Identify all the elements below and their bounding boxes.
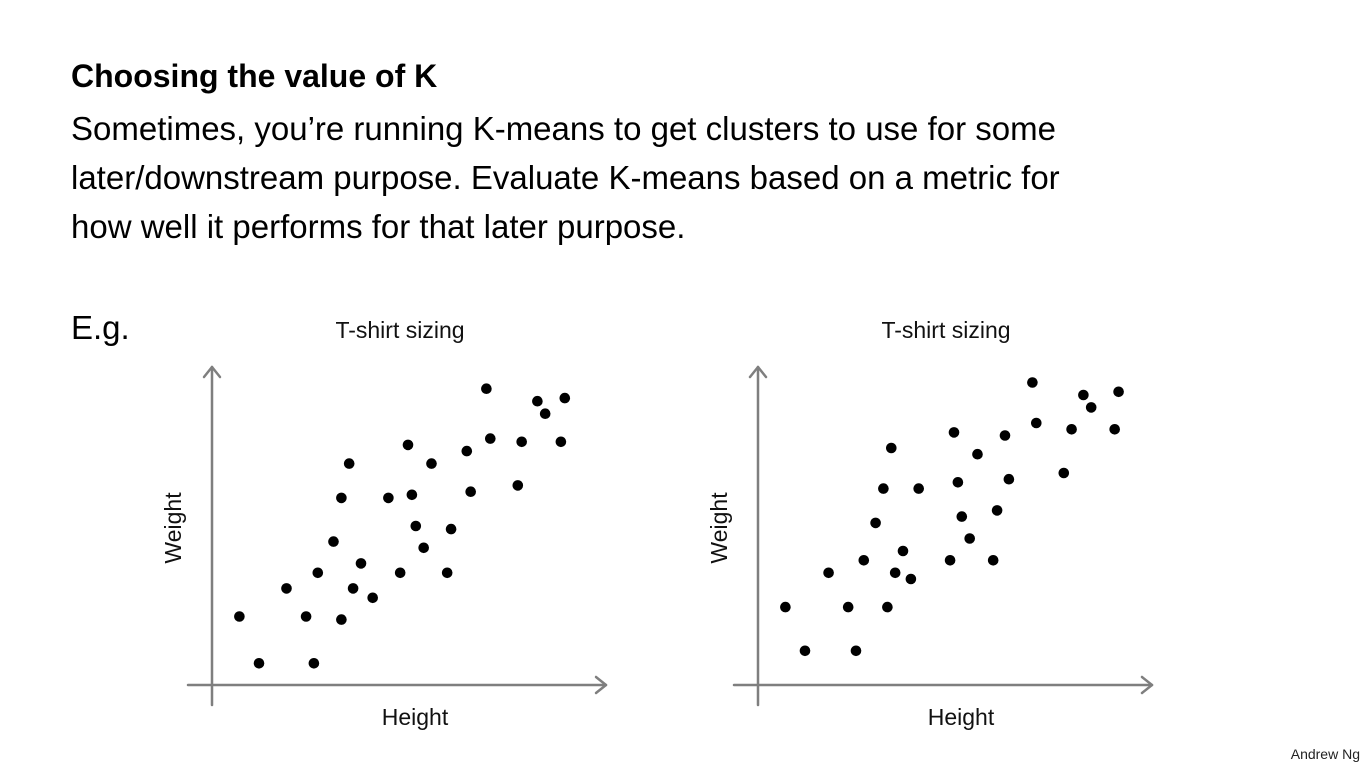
data-point	[461, 445, 473, 457]
data-point	[1085, 402, 1097, 413]
data-point	[426, 458, 437, 469]
y-axis-label: Weight	[160, 492, 186, 564]
data-point	[870, 517, 881, 529]
x-axis-arrowhead	[1140, 675, 1154, 695]
data-point	[516, 436, 527, 448]
data-point	[913, 483, 924, 494]
data-point	[823, 567, 834, 579]
data-point	[889, 567, 901, 579]
data-point	[418, 542, 429, 554]
scatter-chart-left: T-shirt sizing Height Weight	[160, 300, 610, 740]
data-points-group	[780, 377, 1124, 657]
data-point	[300, 611, 312, 622]
data-point	[485, 433, 496, 444]
data-point	[312, 567, 324, 579]
data-point	[383, 492, 394, 504]
data-point	[1078, 389, 1089, 401]
data-point	[481, 383, 492, 394]
data-point	[1113, 386, 1124, 398]
data-point	[799, 645, 811, 657]
data-point	[343, 458, 355, 469]
data-point	[780, 601, 791, 613]
data-point	[402, 439, 414, 451]
chart-title: T-shirt sizing	[881, 317, 1010, 343]
data-point	[948, 427, 960, 438]
slide-heading: Choosing the value of K	[71, 58, 438, 94]
data-point	[897, 545, 909, 557]
data-point	[410, 520, 422, 532]
data-point	[972, 448, 983, 460]
x-axis-arrowhead	[594, 675, 608, 695]
data-point	[532, 395, 543, 407]
data-point	[850, 645, 862, 657]
data-point	[253, 658, 265, 669]
data-point	[944, 555, 956, 566]
data-point	[991, 505, 1003, 516]
data-point	[1027, 377, 1038, 388]
y-axis-label: Weight	[706, 492, 732, 564]
x-axis-label: Height	[928, 704, 995, 730]
data-point	[355, 558, 367, 569]
data-point	[328, 536, 339, 547]
body-line-2: later/downstream purpose. Evaluate K-mea…	[71, 159, 1060, 196]
example-label: E.g.	[71, 309, 130, 346]
data-point	[956, 511, 968, 522]
data-point	[347, 583, 359, 594]
data-point	[842, 601, 854, 613]
data-point	[512, 480, 524, 491]
x-axis-label: Height	[382, 704, 449, 730]
axes-group	[186, 365, 608, 707]
data-point	[336, 614, 347, 625]
y-axis-arrowhead	[748, 365, 768, 379]
chart-title: T-shirt sizing	[335, 317, 464, 343]
scatter-plot-svg: T-shirt sizing Height Weight	[160, 317, 608, 730]
data-points-group	[234, 383, 571, 669]
body-line-3: how well it performs for that later purp…	[71, 208, 686, 245]
data-point	[406, 489, 418, 501]
data-point	[445, 523, 457, 535]
data-point	[555, 436, 567, 448]
data-point	[858, 555, 870, 566]
scatter-chart-right: T-shirt sizing Height Weight	[706, 300, 1156, 740]
data-point	[886, 442, 897, 454]
data-point	[1003, 473, 1015, 485]
data-point	[465, 486, 477, 497]
data-point	[336, 492, 347, 504]
data-point	[559, 392, 571, 404]
body-line-1: Sometimes, you’re running K-means to get…	[71, 110, 1056, 147]
y-axis-arrowhead	[202, 365, 222, 379]
data-point	[1066, 424, 1077, 435]
data-point	[882, 601, 893, 613]
data-point	[1058, 467, 1070, 479]
data-point	[987, 555, 999, 566]
data-point	[441, 567, 453, 579]
data-point	[281, 583, 292, 594]
data-point	[394, 567, 406, 579]
data-point	[905, 573, 917, 585]
slide-body: Sometimes, you’re running K-means to get…	[71, 104, 1271, 251]
data-point	[999, 430, 1011, 441]
data-point	[539, 408, 551, 419]
data-point	[367, 592, 378, 604]
data-point	[1109, 424, 1120, 435]
data-point	[878, 483, 889, 494]
data-point	[234, 611, 245, 622]
data-point	[308, 658, 320, 669]
data-point	[952, 477, 964, 488]
data-point	[964, 533, 975, 544]
axes-group	[732, 365, 1154, 707]
scatter-plot-svg: T-shirt sizing Height Weight	[706, 317, 1154, 730]
data-point	[1031, 417, 1042, 429]
author-credit: Andrew Ng	[1290, 746, 1360, 762]
